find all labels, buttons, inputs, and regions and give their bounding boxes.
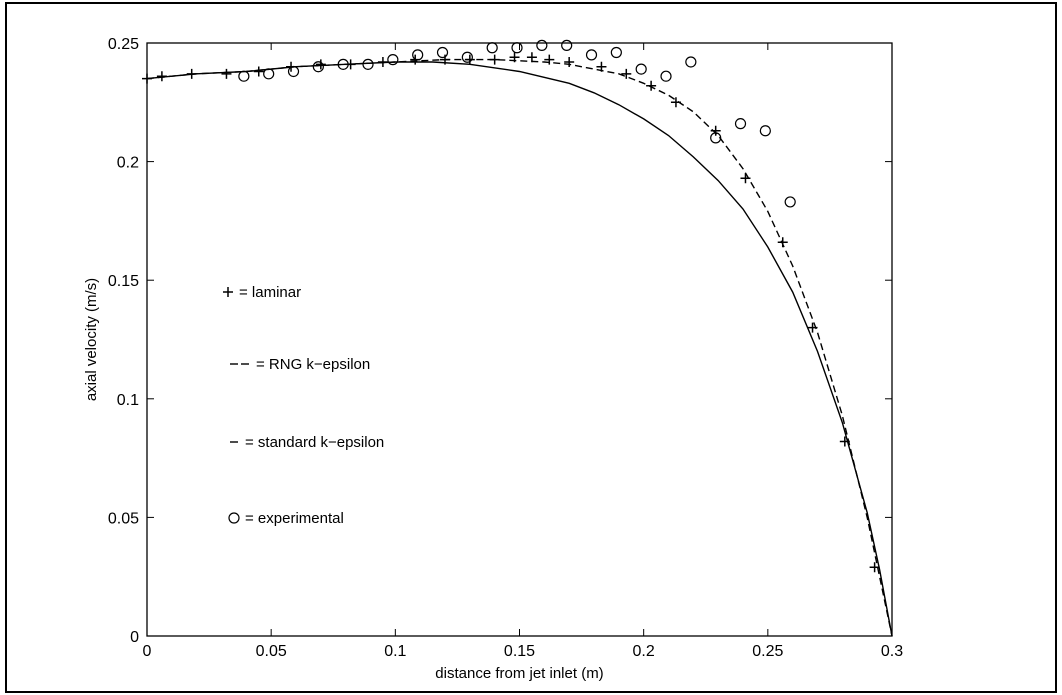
axis-ticks: 0 0.05 0.1 0.15 0.2 0.25 0.3 0 0.05 0.1 0.15 0.2 0.2…: [108, 36, 903, 660]
plot-area-border: [146, 42, 893, 637]
y-tick-label: 0.2: [117, 155, 139, 172]
legend-label: = RNG k−epsilon: [256, 356, 370, 373]
experimental-point: [536, 39, 548, 51]
experimental-point: [486, 42, 498, 54]
experimental-point: [635, 63, 647, 75]
experimental-point: [387, 54, 399, 66]
experimental-point: [511, 42, 523, 54]
y-tick-label: 0.25: [108, 36, 139, 53]
legend-plus-icon: [223, 287, 233, 297]
legend-label: = standard k−epsilon: [245, 434, 384, 451]
experimental-point: [238, 70, 250, 82]
experimental-point: [734, 118, 747, 130]
x-tick-label: 0: [143, 643, 152, 660]
x-tick-label: 0.25: [752, 643, 783, 660]
experimental-point: [461, 51, 473, 63]
experimental-point: [585, 49, 598, 61]
laminar-point: [221, 68, 232, 79]
legend: = laminar = RNG k−epsilon = standard k−eps…: [223, 284, 384, 527]
laminar-point: [646, 80, 657, 91]
laminar-point: [315, 59, 326, 70]
experimental-point: [561, 39, 573, 51]
experimental-point: [263, 68, 275, 80]
experimental-point: [312, 61, 324, 73]
laminar-point: [564, 56, 575, 67]
experimental-point: [660, 70, 672, 82]
experimental-point: [784, 196, 796, 208]
y-tick-label: 0.15: [108, 273, 139, 290]
series-line-dashed: [147, 58, 893, 636]
experimental-point: [362, 58, 374, 70]
y-tick-label: 0.05: [108, 510, 139, 527]
experimental-point: [685, 56, 697, 68]
experimental-point: [436, 46, 449, 59]
legend-label: = laminar: [239, 284, 301, 301]
legend-label: = experimental: [245, 510, 344, 527]
x-tick-label: 0.1: [384, 643, 406, 660]
y-tick-label: 0: [130, 629, 139, 646]
y-axis-label: axial velocity (m/s): [83, 278, 100, 401]
laminar-point: [544, 54, 555, 65]
x-tick-label: 0.2: [633, 643, 655, 660]
laminar-point: [253, 66, 264, 77]
legend-circle-icon: [228, 512, 240, 524]
experimental-point: [287, 65, 300, 78]
x-axis-label: distance from jet inlet (m): [435, 665, 603, 682]
experimental-point: [337, 58, 349, 70]
experimental-point: [710, 132, 722, 144]
laminar-point: [621, 68, 632, 79]
experimental-point: [412, 49, 424, 61]
plot-marks: [142, 39, 893, 636]
series-line-solid: [147, 61, 893, 636]
x-tick-label: 0.05: [256, 643, 287, 660]
figure-frame: [5, 2, 1057, 693]
laminar-point: [526, 52, 537, 63]
x-tick-label: 0.15: [504, 643, 535, 660]
experimental-point: [759, 125, 771, 137]
y-tick-label: 0.1: [117, 392, 139, 409]
x-tick-label: 0.3: [881, 643, 903, 660]
experimental-point: [610, 46, 622, 59]
